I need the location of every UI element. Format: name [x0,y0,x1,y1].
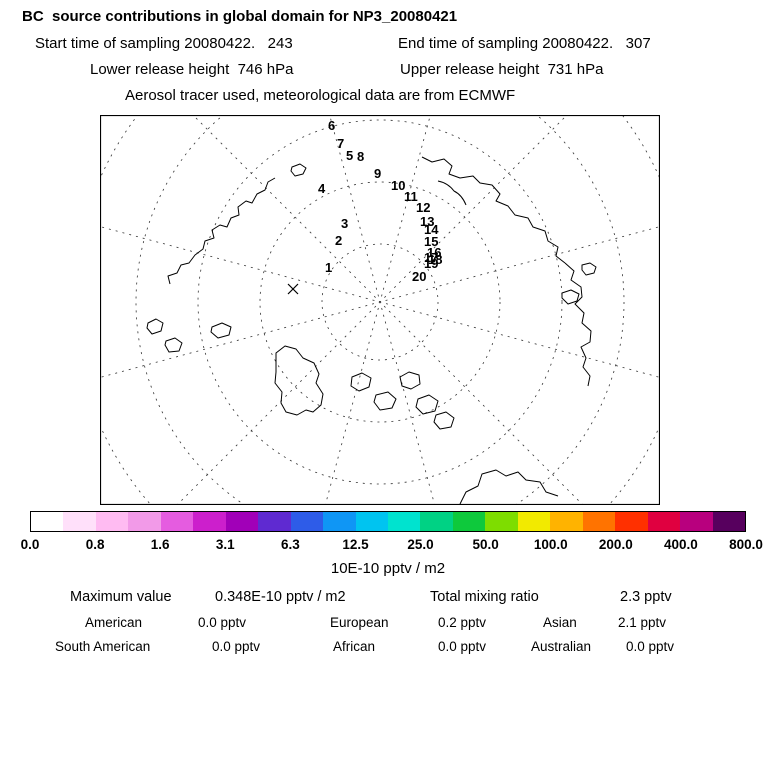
end-time-label: End time of sampling 20080422. 307 [398,35,651,52]
colorbar-segment [387,512,421,531]
region-european-value: 0.2 pptv [438,615,487,630]
track-point-label: 15 [424,234,438,249]
colorbar-segment [128,512,161,531]
max-value-label: Maximum value [70,589,172,605]
colorbar-unit-label: 10E-10 pptv / m2 [330,560,446,577]
colorbar-tick-label: 3.1 [215,537,235,552]
track-point-label: 19 [424,256,438,271]
region-american-label: American [85,615,143,630]
track-point-label: 9 [374,166,381,181]
region-australian-label: Australian [531,639,592,654]
colorbar-segments-holder [30,511,746,532]
track-point-label: 12 [416,200,430,215]
region-european-label: European [330,615,389,630]
colorbar-segment [712,512,745,531]
colorbar-segment [323,512,356,531]
colorbar-tick-label: 50.0 [472,537,499,552]
colorbar-segment [225,512,259,531]
colorbar-segment [615,512,648,531]
plot-title: BC source contributions in global domain… [22,8,458,25]
colorbar-segment [290,512,324,531]
graticule-circles [100,115,660,505]
colorbar-segment [420,512,453,531]
map-frame [99,114,661,506]
track-point-label: 4 [318,181,326,196]
colorbar [30,511,746,532]
region-south-american-label: South American [55,639,151,654]
upper-release-label: Upper release height 731 hPa [400,61,604,78]
start-time-label: Start time of sampling 20080422. 243 [35,35,293,52]
track-point-label: 2 [335,233,342,248]
colorbar-tick-label: 25.0 [407,537,434,552]
track-point-label: 16 [427,245,441,260]
colorbar-segment [680,512,713,531]
colorbar-segment [95,512,129,531]
lower-release-label: Lower release height 746 hPa [90,61,294,78]
region-african-label: African [333,639,376,654]
track-point-label: 3 [341,216,348,231]
track-point-label: 6 [328,118,335,133]
track-point-label: 14 [424,222,439,237]
total-mixing-label: Total mixing ratio [430,589,539,605]
colorbar-ticks: 0.0 0.8 1.6 3.1 6.3 12.5 25.0 50.0 100.0 200.0 400… [21,537,763,553]
colorbar-tick-label: 12.5 [342,537,369,552]
colorbar-tick-label: 800.0 [729,537,763,552]
colorbar-segment [355,512,388,531]
colorbar-segment [31,512,64,531]
colorbar-segment [452,512,486,531]
colorbar-segment [582,512,616,531]
colorbar-segment [193,512,226,531]
colorbar-segment [160,512,194,531]
colorbar-tick-label: 100.0 [533,537,568,552]
region-american-value: 0.0 pptv [198,615,247,630]
track-point-label: 20 [412,269,426,284]
total-mixing-value: 2.3 pptv [620,589,672,605]
track-point-label: 17 [424,250,438,265]
colorbar-segment [63,512,96,531]
colorbar-tick-label: 0.8 [85,537,105,552]
track-point-label: 18 [428,252,442,267]
colorbar-tick-label: 6.3 [280,537,300,552]
colorbar-tick-label: 200.0 [598,537,633,552]
max-value: 0.348E-10 pptv / m2 [215,589,346,605]
colorbar-segment [517,512,551,531]
track-point-label: 13 [420,214,434,229]
colorbar-tick-label: 0.0 [20,537,40,552]
region-asian-value: 2.1 pptv [618,615,667,630]
graticule-meridians [100,115,660,505]
colorbar-tick-label: 1.6 [150,537,170,552]
station-marker [287,283,299,295]
track-point-label: 5 [346,148,353,163]
colorbar-segment [485,512,518,531]
region-australian-value: 0.0 pptv [626,639,675,654]
colorbar-segment [258,512,291,531]
track-point-label: 7 [337,136,344,151]
track-point-label: 1 [325,260,332,275]
tracer-info-label: Aerosol tracer used, meteorological data… [125,87,516,104]
coastlines [146,156,597,505]
colorbar-segment [550,512,583,531]
track-point-label: 10 [391,178,405,193]
region-south-american-value: 0.0 pptv [212,639,261,654]
colorbar-segment [647,512,681,531]
colorbar-tick-label: 400.0 [664,537,698,552]
polar-map: 1 2 3 4 5 6 7 8 9 10 11 12 13 14 15 16 17 18 19 20 [99,114,661,506]
region-asian-label: Asian [543,615,577,630]
track-point-label: 11 [404,189,418,204]
track-point-label: 8 [357,149,364,164]
region-african-value: 0.0 pptv [438,639,487,654]
